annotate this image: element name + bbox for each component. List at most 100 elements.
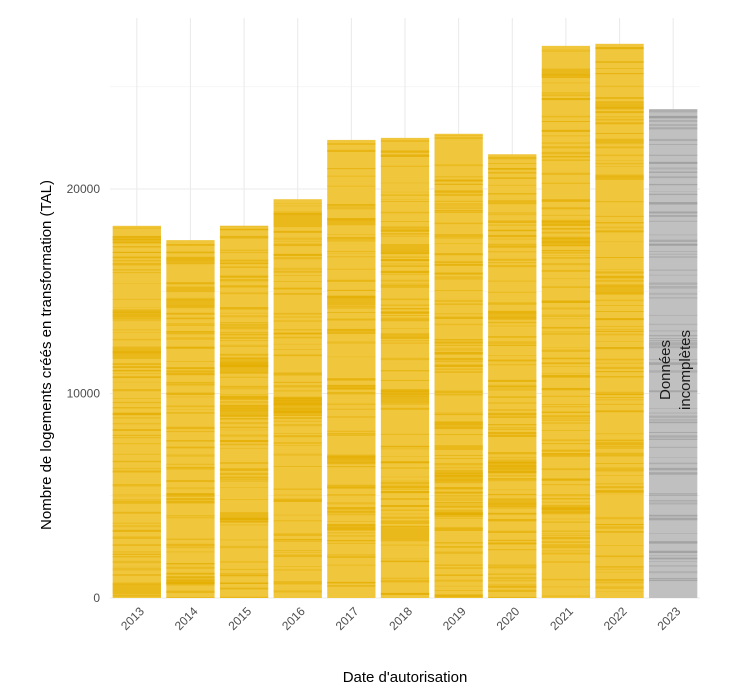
bar-stripe xyxy=(595,47,644,50)
bar-stripe xyxy=(541,395,591,397)
bar-stripe xyxy=(541,121,591,122)
bar-stripe xyxy=(166,516,215,519)
bar-stripe xyxy=(166,323,215,325)
bar-stripe xyxy=(219,266,269,268)
bar-stripe xyxy=(434,499,483,501)
bar-stripe xyxy=(595,439,644,442)
bar-stripe xyxy=(541,151,591,155)
bar-stripe xyxy=(380,308,430,310)
bar-stripe xyxy=(166,576,215,579)
bar-band xyxy=(112,346,161,359)
bar-stripe xyxy=(166,381,215,384)
bar-stripe xyxy=(166,493,215,496)
bar-stripe xyxy=(649,578,698,580)
bar-stripe xyxy=(434,462,483,466)
bar-stripe xyxy=(434,502,483,504)
bar-stripe xyxy=(434,505,483,508)
bar-stripe xyxy=(649,500,698,502)
bar-stripe xyxy=(595,116,644,118)
bar-stripe xyxy=(595,162,644,165)
bar-stripe xyxy=(112,423,161,425)
bar-stripe xyxy=(273,420,322,422)
bar-stripe xyxy=(112,317,161,320)
bar-stripe xyxy=(434,527,483,530)
bar-stripe xyxy=(649,215,698,217)
bar-2018 xyxy=(380,137,430,598)
bar-stripe xyxy=(166,466,215,469)
bar-band xyxy=(380,333,430,339)
bar-band xyxy=(112,236,161,244)
bar-stripe xyxy=(541,135,591,137)
bar-stripe xyxy=(434,597,483,598)
bar-stripe xyxy=(649,435,698,438)
bar-stripe xyxy=(219,596,269,598)
bar-stripe xyxy=(273,566,322,567)
bar-stripe xyxy=(434,364,483,368)
bar-stripe xyxy=(434,412,483,414)
bar-band xyxy=(166,578,215,586)
bar-stripe xyxy=(380,491,430,494)
bar-stripe xyxy=(166,361,215,362)
bar-stripe xyxy=(595,490,644,493)
bar-stripe xyxy=(595,85,644,88)
bar-stripe xyxy=(219,476,269,479)
bar-stripe xyxy=(434,341,483,344)
bar-stripe xyxy=(273,550,322,552)
bar-stripe xyxy=(219,249,269,252)
bar-stripe xyxy=(219,326,269,329)
bar-stripe xyxy=(595,403,644,405)
bar-stripe xyxy=(488,302,537,305)
bar-stripe xyxy=(166,446,215,449)
bar-stripe xyxy=(166,463,215,465)
bar-stripe xyxy=(649,330,698,332)
bar-stripe xyxy=(380,194,430,196)
bar-stripe xyxy=(273,332,322,335)
bar-stripe xyxy=(649,274,698,276)
bar-stripe xyxy=(488,213,537,216)
bar-stripe xyxy=(166,566,215,569)
bar-stripe xyxy=(649,334,698,337)
bar-stripe xyxy=(327,463,376,465)
bar-stripe xyxy=(649,571,698,574)
x-tick-label-2013: 2013 xyxy=(118,604,147,633)
bar-stripe xyxy=(273,499,322,502)
bar-stripe xyxy=(541,586,591,588)
bar-stripe xyxy=(380,522,430,524)
bar-stripe xyxy=(488,250,537,253)
x-tick-label-2014: 2014 xyxy=(172,604,201,633)
bar-stripe xyxy=(380,577,430,580)
bar-stripe xyxy=(112,412,161,416)
bar-stripe xyxy=(595,271,644,274)
bar-stripe xyxy=(595,410,644,413)
bar-stripe xyxy=(327,239,376,242)
bar-stripe xyxy=(595,566,644,568)
annotation-line-2: incomplètes xyxy=(677,330,694,410)
bar-stripe xyxy=(380,580,430,583)
bar-band xyxy=(488,460,537,474)
bar-stripe xyxy=(273,320,322,322)
bar-stripe xyxy=(112,369,161,372)
bar-stripe xyxy=(273,466,322,467)
bar-stripe xyxy=(541,182,591,184)
bar-stripe xyxy=(327,430,376,433)
bar-stripe xyxy=(166,312,215,315)
bar-stripe xyxy=(488,549,537,551)
bar-stripe xyxy=(380,198,430,200)
bar-stripe xyxy=(595,154,644,157)
bar-stripe xyxy=(541,49,591,51)
bar-stripe xyxy=(434,458,483,459)
bar-stripe xyxy=(434,361,483,363)
bar-stripe xyxy=(327,328,376,332)
bar-stripe xyxy=(273,349,322,350)
bar-stripe xyxy=(649,314,698,316)
bar-stripe xyxy=(327,251,376,253)
bar-2016 xyxy=(273,199,322,598)
bar-stripe xyxy=(327,581,376,584)
bar-stripe xyxy=(434,277,483,280)
bar-stripe xyxy=(434,371,483,373)
bar-2023 xyxy=(649,109,698,599)
bar-stripe xyxy=(434,349,483,351)
bar-stripe xyxy=(327,486,376,489)
bar-stripe xyxy=(327,564,376,566)
